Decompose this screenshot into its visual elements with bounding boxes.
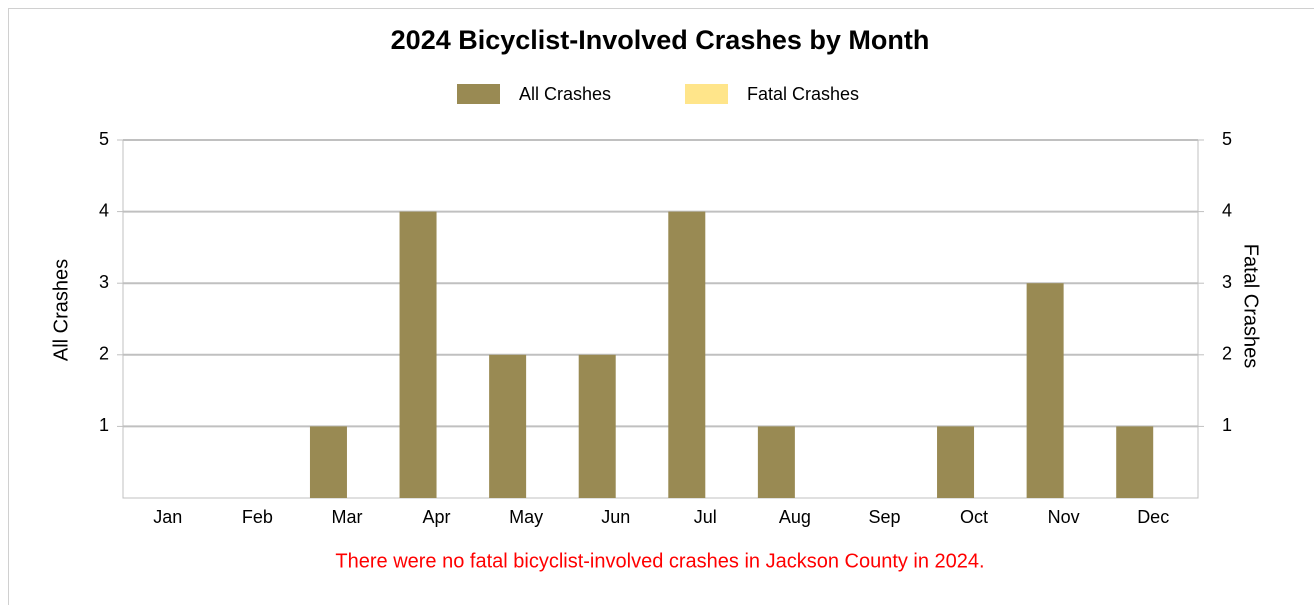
x-tick-label: Jan bbox=[153, 507, 182, 527]
legend-swatch bbox=[457, 84, 500, 104]
frame bbox=[9, 9, 1314, 606]
x-tick-label: Feb bbox=[242, 507, 273, 527]
legend-label: All Crashes bbox=[519, 84, 611, 104]
y2-tick-label: 3 bbox=[1222, 272, 1232, 292]
y-tick-label: 2 bbox=[99, 344, 109, 364]
x-tick-label: Apr bbox=[423, 507, 451, 527]
y-tick-label: 4 bbox=[99, 200, 109, 220]
legend-swatch bbox=[685, 84, 728, 104]
bar bbox=[400, 212, 437, 498]
chart-title: 2024 Bicyclist-Involved Crashes by Month bbox=[391, 25, 930, 55]
x-tick-label: Sep bbox=[868, 507, 900, 527]
y-tick-label: 1 bbox=[99, 415, 109, 435]
x-tick-label: Nov bbox=[1048, 507, 1080, 527]
y-axis-label: All Crashes bbox=[50, 259, 72, 361]
bar bbox=[310, 426, 347, 498]
bar bbox=[758, 426, 795, 498]
x-tick-label: Dec bbox=[1137, 507, 1169, 527]
x-tick-label: Jul bbox=[694, 507, 717, 527]
y2-tick-label: 1 bbox=[1222, 415, 1232, 435]
y2-tick-label: 4 bbox=[1222, 200, 1232, 220]
y-tick-label: 3 bbox=[99, 272, 109, 292]
y-tick-label: 5 bbox=[99, 129, 109, 149]
x-tick-label: Oct bbox=[960, 507, 988, 527]
bar bbox=[937, 426, 974, 498]
bar bbox=[1027, 283, 1064, 498]
x-tick-label: Aug bbox=[779, 507, 811, 527]
bar bbox=[579, 355, 616, 498]
y2-axis-label: Fatal Crashes bbox=[1240, 244, 1262, 369]
bar bbox=[489, 355, 526, 498]
annotation: There were no fatal bicyclist-involved c… bbox=[335, 550, 984, 572]
bar bbox=[668, 212, 705, 498]
y2-tick-label: 5 bbox=[1222, 129, 1232, 149]
legend-label: Fatal Crashes bbox=[747, 84, 859, 104]
x-tick-label: May bbox=[509, 507, 543, 527]
x-tick-label: Jun bbox=[601, 507, 630, 527]
y2-tick-label: 2 bbox=[1222, 344, 1232, 364]
bar bbox=[1116, 426, 1153, 498]
x-tick-label: Mar bbox=[331, 507, 362, 527]
